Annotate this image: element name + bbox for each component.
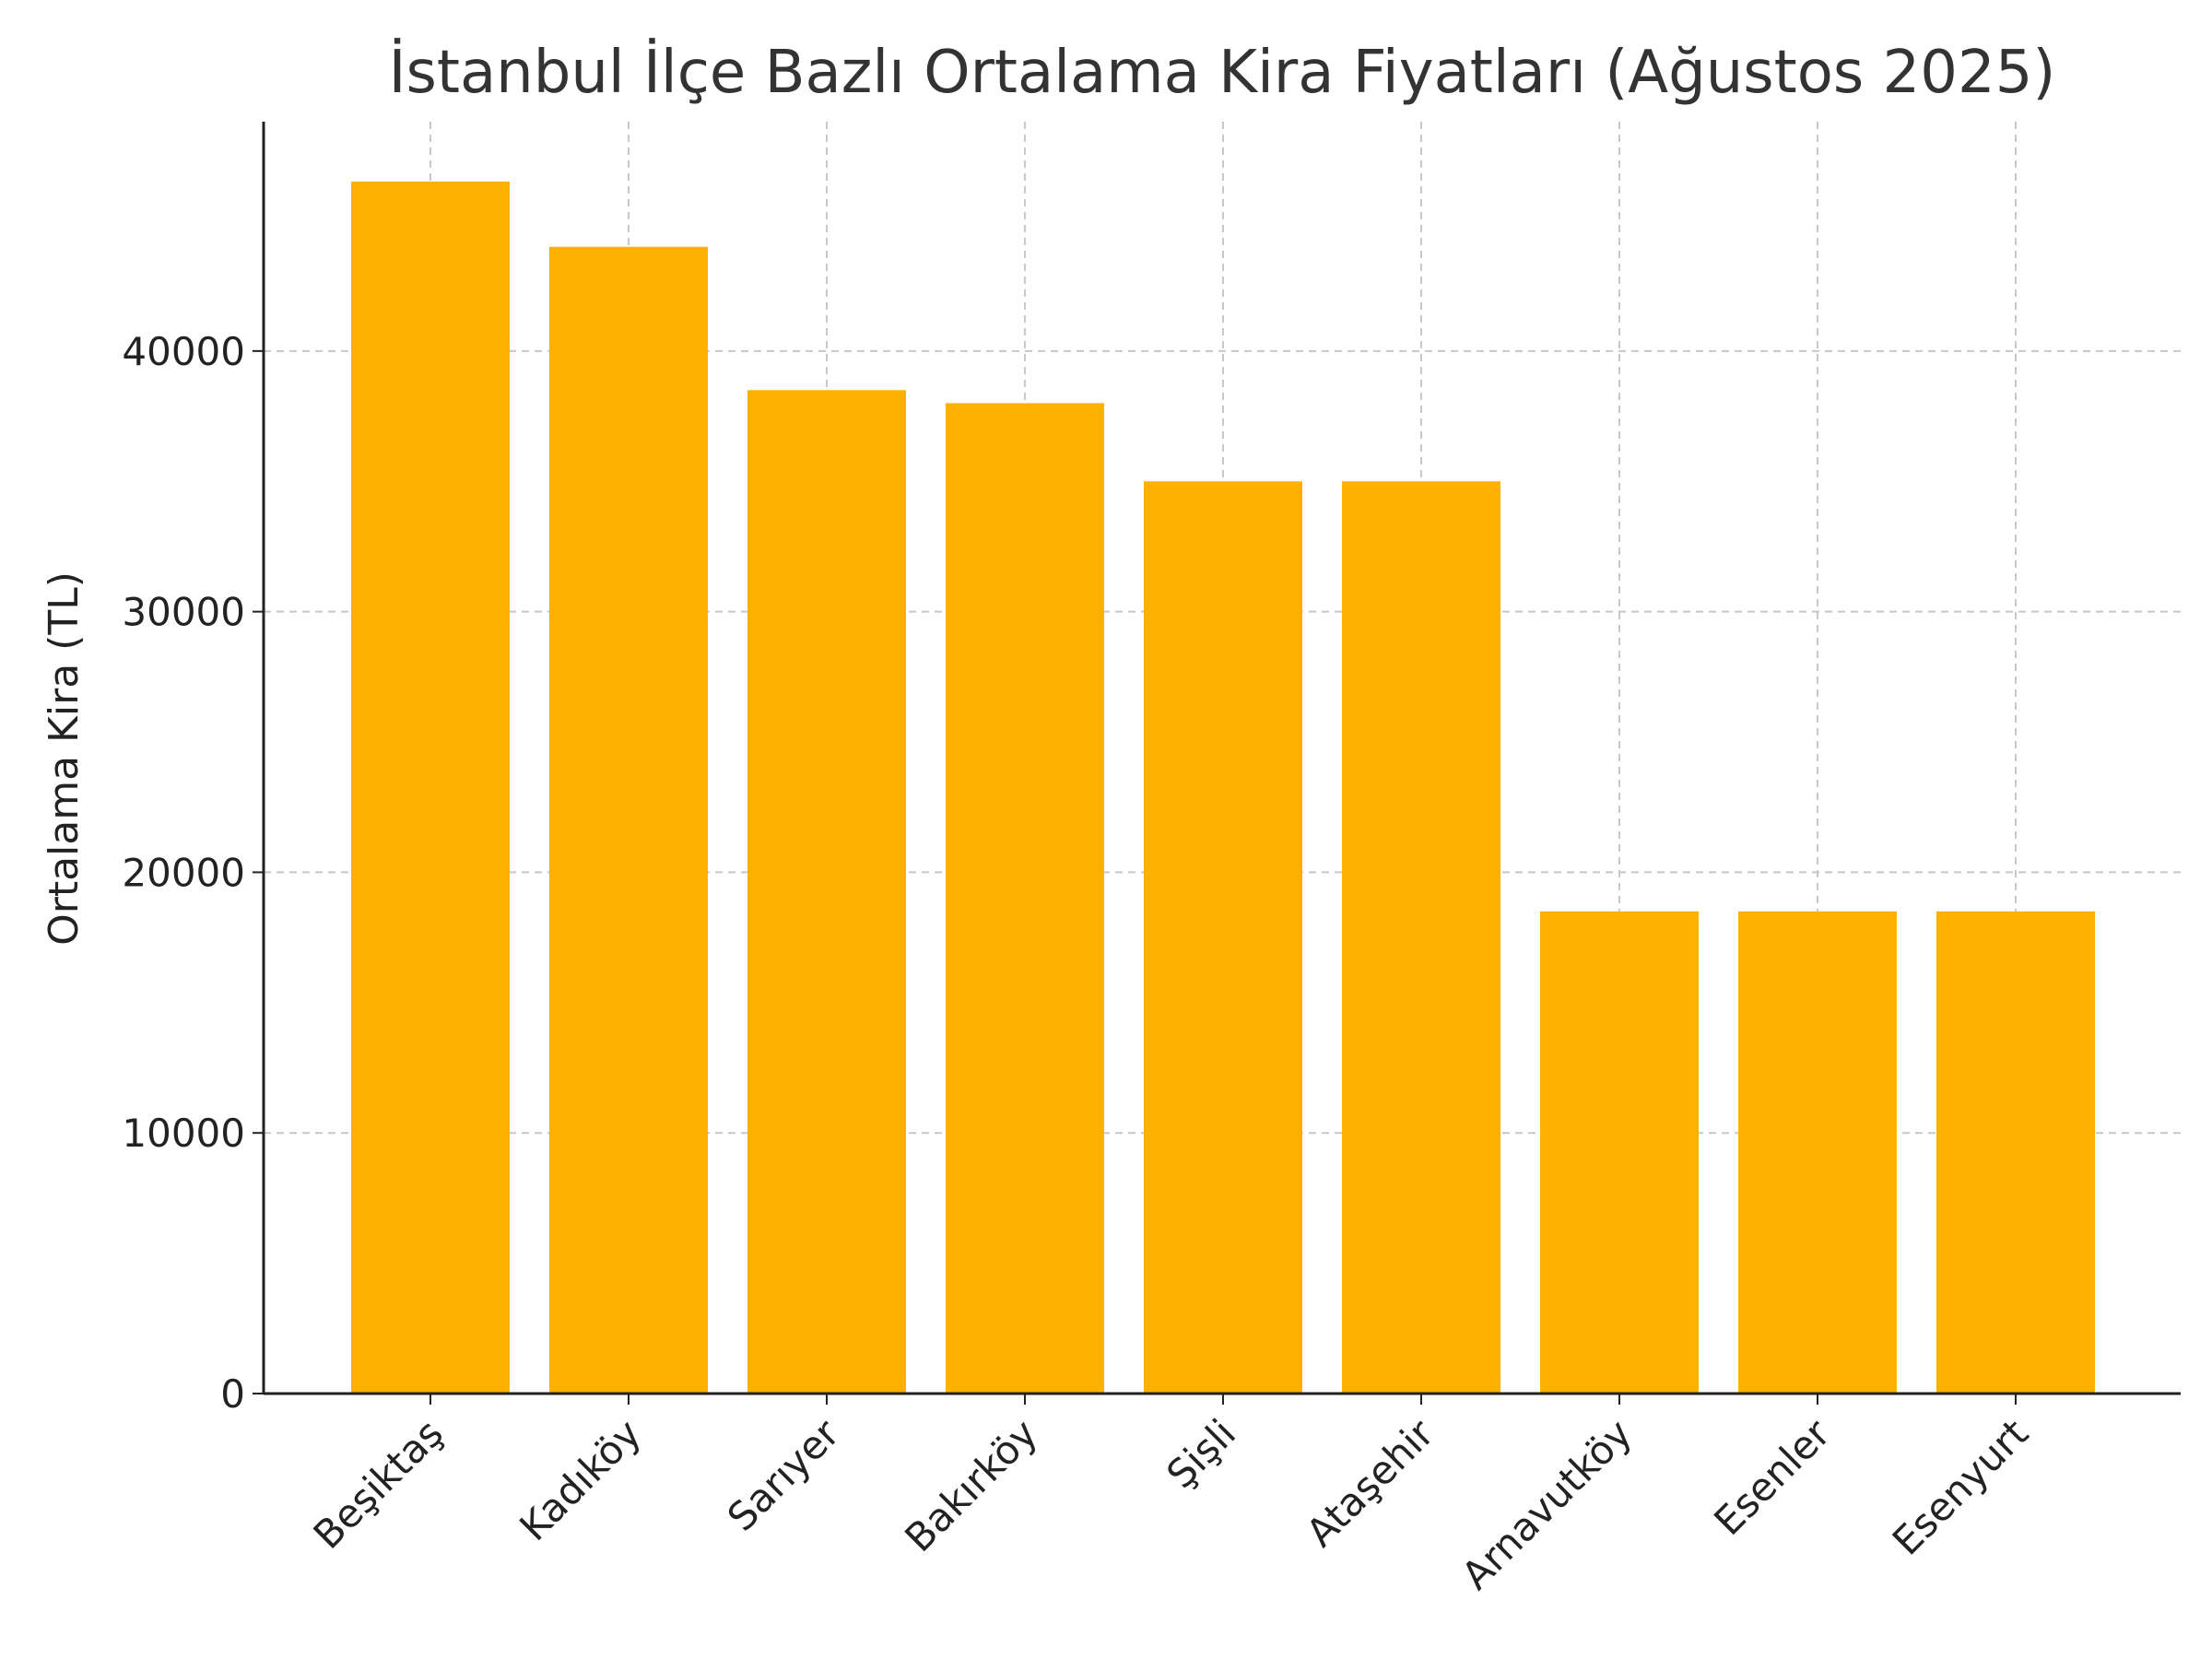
bar	[1540, 911, 1699, 1394]
x-tick-label: Esenler	[1705, 1410, 1839, 1544]
bar	[946, 403, 1104, 1394]
bar	[1738, 911, 1897, 1394]
y-tick-label: 20000	[122, 850, 245, 895]
x-tick-label: Esenyurt	[1884, 1410, 2037, 1563]
x-tick-label: Beşiktaş	[305, 1410, 453, 1558]
y-tick-label: 10000	[122, 1111, 245, 1156]
chart-title: İstanbul İlçe Bazlı Ortalama Kira Fiyatl…	[389, 38, 2056, 107]
bar	[1342, 481, 1500, 1394]
bar	[549, 246, 708, 1394]
y-tick-label: 40000	[122, 329, 245, 374]
y-tick-label: 0	[220, 1371, 245, 1417]
y-ticks: 0 10000 20000 30000 40000	[122, 329, 264, 1417]
x-tick-label: Ataşehir	[1298, 1410, 1443, 1556]
x-ticks: Beşiktaş Kadıköy Sarıyer Bakırköy Şişli Ataşe…	[305, 1394, 2037, 1598]
y-axis-label: Ortalama Kira (TL)	[41, 571, 88, 946]
bar	[747, 390, 906, 1394]
x-tick-label: Arnavutköy	[1453, 1410, 1641, 1598]
x-tick-label: Bakırköy	[896, 1410, 1046, 1560]
y-tick-label: 30000	[122, 590, 245, 635]
bars	[351, 182, 2095, 1394]
x-tick-label: Kadıköy	[511, 1410, 650, 1549]
bar	[1144, 481, 1302, 1394]
x-tick-label: Sarıyer	[719, 1410, 849, 1540]
x-tick-label: Şişli	[1158, 1410, 1244, 1497]
bar	[351, 182, 510, 1394]
bar	[1936, 911, 2095, 1394]
